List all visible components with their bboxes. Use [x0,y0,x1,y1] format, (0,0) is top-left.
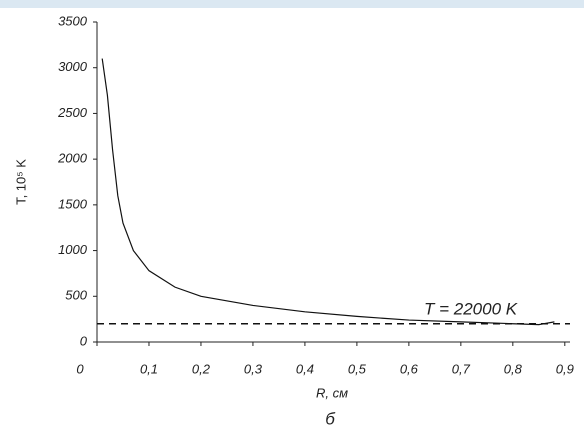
y-tick-label: 0 [80,333,88,348]
y-tick-label: 3500 [58,13,88,28]
x-tick-label: 0,5 [348,361,367,376]
y-axis-label: T, 10⁵ K [13,159,28,205]
annotation: T = 22000 K [424,299,518,318]
top-bar [0,0,584,8]
caption: б [325,409,336,428]
y-tick-label: 2000 [57,151,88,166]
y-tick-label: 1500 [58,196,88,211]
x-tick-label: 0,8 [504,361,523,376]
y-tick-label: 1000 [58,242,88,257]
y-tick-label: 3000 [58,59,88,74]
x-tick-label: 0,1 [140,361,158,376]
x-tick-label: 0,4 [296,361,314,376]
x-axis-label: R, см [316,385,348,400]
x-tick-label: 0,6 [400,361,419,376]
x-tick-label: 0 [76,361,84,376]
y-tick-label: 2500 [57,105,88,120]
x-tick-label: 0,2 [192,361,211,376]
curve [101,58,555,326]
x-tick-label: 0,3 [244,361,263,376]
x-tick-label: 0,7 [452,361,471,376]
y-tick-label: 500 [65,288,87,303]
x-tick-label: 0,9 [556,361,574,376]
